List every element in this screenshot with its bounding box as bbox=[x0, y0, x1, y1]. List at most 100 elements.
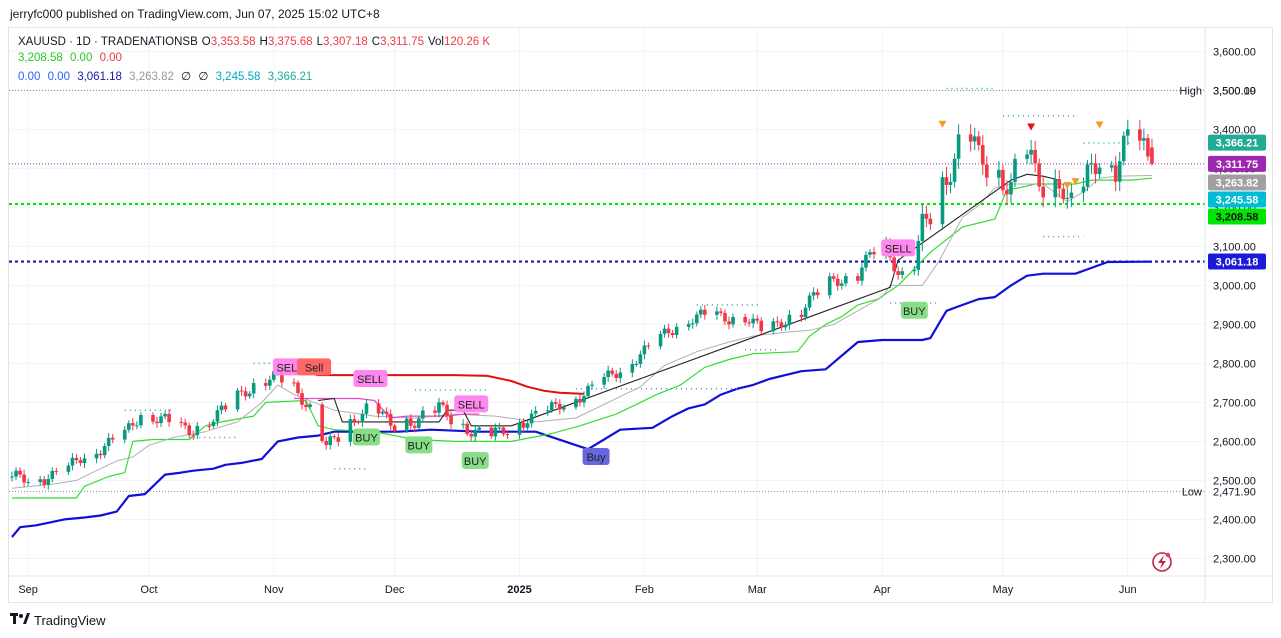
candle-body bbox=[320, 404, 324, 441]
lightning-icon[interactable] bbox=[1152, 552, 1172, 572]
candle-up bbox=[864, 251, 868, 272]
triangle-marker bbox=[1095, 121, 1104, 129]
candle-body bbox=[14, 470, 18, 477]
candle-up bbox=[827, 272, 832, 299]
candle-up bbox=[529, 409, 534, 428]
candle-up bbox=[247, 391, 252, 399]
price-tag[interactable]: 3,366.21 bbox=[1208, 134, 1266, 151]
candle-body bbox=[956, 134, 961, 159]
y-tick-label: 3,100.00 bbox=[1213, 241, 1256, 253]
candle-down bbox=[445, 400, 449, 421]
candle-body bbox=[207, 425, 212, 427]
candle-body bbox=[674, 326, 679, 335]
candle-down bbox=[1138, 119, 1142, 151]
candle-up bbox=[586, 383, 590, 399]
candle-up bbox=[308, 402, 312, 410]
candle-up bbox=[163, 411, 167, 420]
candle-up bbox=[658, 330, 663, 350]
candle-up bbox=[517, 418, 522, 439]
candle-body bbox=[1053, 179, 1058, 198]
candle-body bbox=[751, 318, 755, 324]
candle-down bbox=[723, 309, 727, 325]
y-tick-label: 2,700.00 bbox=[1213, 397, 1256, 409]
candle-up bbox=[545, 405, 550, 416]
signal-buy[interactable]: Buy bbox=[582, 448, 610, 466]
candle-up bbox=[211, 419, 216, 429]
candle-up bbox=[46, 474, 51, 490]
candle-up bbox=[417, 416, 421, 430]
candle-body bbox=[247, 393, 252, 397]
candle-down bbox=[183, 418, 188, 430]
candle-down bbox=[292, 378, 296, 387]
extreme-label: Low bbox=[1182, 486, 1202, 498]
price-tag[interactable]: 3,061.18 bbox=[1208, 253, 1266, 270]
candle-down bbox=[74, 454, 79, 464]
signal-sell[interactable]: SELL bbox=[454, 395, 489, 413]
price-tag-bg bbox=[1208, 174, 1266, 191]
extreme-value: 2,471.90 bbox=[1213, 486, 1256, 498]
candle-body bbox=[183, 422, 188, 426]
price-tag[interactable]: 3,263.82 bbox=[1208, 174, 1266, 191]
signal-buy[interactable]: BUY bbox=[405, 436, 433, 454]
black-line bbox=[318, 173, 1060, 427]
price-tag[interactable]: 3,245.58 bbox=[1208, 191, 1266, 208]
candle-body bbox=[525, 423, 530, 428]
candle-down bbox=[799, 309, 804, 322]
candle-down bbox=[469, 429, 473, 441]
candle-up bbox=[380, 409, 385, 416]
price-tag[interactable]: 3,208.58 bbox=[1208, 208, 1266, 225]
candle-body bbox=[364, 403, 369, 414]
candle-body bbox=[408, 418, 413, 426]
candle-body bbox=[179, 422, 183, 424]
legend-o-value: 3,353.58 bbox=[210, 36, 256, 48]
candle-up bbox=[38, 475, 42, 486]
candle-body bbox=[928, 218, 933, 225]
price-tag[interactable]: 3,311.75 bbox=[1208, 155, 1266, 172]
signal-sell[interactable]: SELL bbox=[881, 239, 916, 257]
candle-down bbox=[719, 308, 723, 317]
candle-body bbox=[437, 402, 441, 413]
legend3-value-2: 3,061.18 bbox=[77, 71, 122, 83]
legend-symbol[interactable]: XAUUSD · 1D · TRADENATIONSB bbox=[18, 36, 198, 48]
y-tick-label: 2,500.00 bbox=[1213, 475, 1256, 487]
signal-sell[interactable]: Sell bbox=[297, 358, 332, 376]
legend3-value-0: 0.00 bbox=[18, 71, 41, 83]
price-tag-bg bbox=[1208, 208, 1266, 225]
candle-down bbox=[54, 467, 59, 476]
candle-down bbox=[356, 419, 361, 425]
candle-down bbox=[1150, 138, 1154, 166]
candle-up bbox=[195, 421, 200, 440]
candle-body bbox=[868, 252, 872, 255]
candle-up bbox=[972, 127, 977, 151]
candle-down bbox=[968, 124, 973, 152]
candle-up bbox=[686, 320, 691, 331]
candle-body bbox=[578, 398, 582, 403]
signal-buy[interactable]: BUY bbox=[352, 428, 380, 446]
candle-body bbox=[304, 404, 308, 408]
tradingview-logo-icon[interactable] bbox=[10, 612, 30, 628]
candle-body bbox=[759, 320, 764, 332]
candle-up bbox=[421, 406, 425, 423]
candle-up bbox=[618, 367, 623, 383]
candle-body bbox=[1009, 181, 1013, 195]
candle-body bbox=[477, 427, 482, 430]
candle-down bbox=[489, 425, 494, 439]
candle-body bbox=[1065, 197, 1070, 199]
candle-down bbox=[505, 429, 510, 439]
candle-body bbox=[610, 370, 614, 374]
y-tick-label: 3,500.00 bbox=[1213, 85, 1256, 97]
candle-body bbox=[638, 354, 643, 364]
legend-indicator-2[interactable]: 0.00 0.00 3,061.18 3,263.82 ∅ ∅ 3,245.58… bbox=[18, 69, 316, 83]
legend-indicator-1[interactable]: 3,208.58 0.00 0.00 bbox=[18, 52, 126, 64]
footer-brand[interactable]: TradingView bbox=[34, 612, 106, 628]
signal-box bbox=[900, 301, 928, 319]
candle-down bbox=[896, 266, 900, 280]
candle-up bbox=[1121, 131, 1126, 166]
signal-sell[interactable]: SELL bbox=[353, 370, 388, 388]
candle-body bbox=[835, 278, 840, 286]
x-tick-label: Mar bbox=[748, 584, 767, 596]
signal-buy[interactable]: BUY bbox=[900, 301, 928, 319]
signal-buy[interactable]: BUY bbox=[461, 451, 489, 469]
candle-up bbox=[1089, 153, 1094, 175]
